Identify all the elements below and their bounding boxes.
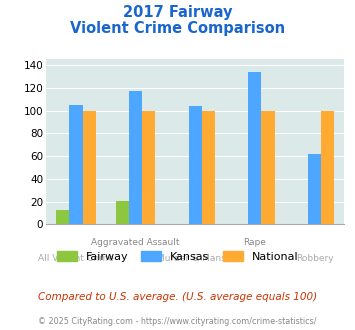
- Bar: [308, 154, 321, 224]
- Bar: [56, 210, 70, 224]
- Legend: Fairway, Kansas, National: Fairway, Kansas, National: [52, 247, 303, 267]
- Text: Aggravated Assault: Aggravated Assault: [91, 238, 180, 247]
- Text: Murder & Mans...: Murder & Mans...: [157, 254, 234, 263]
- Bar: [321, 111, 334, 224]
- Text: Robbery: Robbery: [296, 254, 333, 263]
- Bar: [189, 106, 202, 224]
- Bar: [202, 111, 215, 224]
- Text: Compared to U.S. average. (U.S. average equals 100): Compared to U.S. average. (U.S. average …: [38, 292, 317, 302]
- Bar: [82, 111, 95, 224]
- Bar: [70, 105, 82, 224]
- Text: 2017 Fairway: 2017 Fairway: [123, 5, 232, 20]
- Text: © 2025 CityRating.com - https://www.cityrating.com/crime-statistics/: © 2025 CityRating.com - https://www.city…: [38, 317, 317, 326]
- Bar: [248, 72, 261, 224]
- Bar: [129, 91, 142, 224]
- Bar: [116, 201, 129, 224]
- Text: Rape: Rape: [244, 238, 266, 247]
- Text: All Violent Crime: All Violent Crime: [38, 254, 114, 263]
- Text: Violent Crime Comparison: Violent Crime Comparison: [70, 21, 285, 36]
- Bar: [261, 111, 274, 224]
- Bar: [142, 111, 155, 224]
